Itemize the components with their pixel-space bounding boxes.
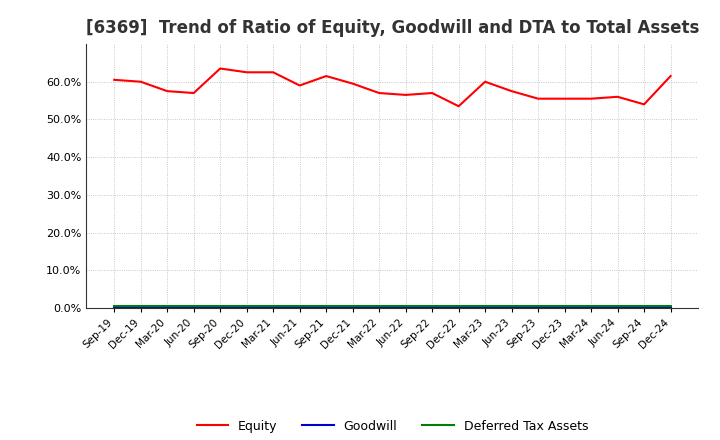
Goodwill: [587, 305, 595, 311]
Goodwill: [375, 305, 384, 311]
Equity: [640, 102, 649, 107]
Deferred Tax Assets: [534, 304, 542, 309]
Goodwill: [640, 305, 649, 311]
Goodwill: [666, 305, 675, 311]
Equity: [269, 70, 277, 75]
Deferred Tax Assets: [508, 304, 516, 309]
Deferred Tax Assets: [110, 304, 119, 309]
Deferred Tax Assets: [666, 304, 675, 309]
Equity: [110, 77, 119, 82]
Equity: [216, 66, 225, 71]
Equity: [348, 81, 357, 86]
Deferred Tax Assets: [348, 304, 357, 309]
Equity: [136, 79, 145, 84]
Goodwill: [243, 305, 251, 311]
Deferred Tax Assets: [243, 304, 251, 309]
Equity: [481, 79, 490, 84]
Equity: [322, 73, 330, 79]
Equity: [375, 90, 384, 95]
Goodwill: [269, 305, 277, 311]
Equity: [428, 90, 436, 95]
Goodwill: [189, 305, 198, 311]
Title: [6369]  Trend of Ratio of Equity, Goodwill and DTA to Total Assets: [6369] Trend of Ratio of Equity, Goodwil…: [86, 19, 699, 37]
Deferred Tax Assets: [428, 304, 436, 309]
Deferred Tax Assets: [560, 304, 569, 309]
Goodwill: [508, 305, 516, 311]
Equity: [587, 96, 595, 101]
Equity: [508, 88, 516, 94]
Equity: [295, 83, 304, 88]
Goodwill: [136, 305, 145, 311]
Equity: [534, 96, 542, 101]
Deferred Tax Assets: [481, 304, 490, 309]
Equity: [163, 88, 171, 94]
Goodwill: [454, 305, 463, 311]
Equity: [243, 70, 251, 75]
Deferred Tax Assets: [269, 304, 277, 309]
Deferred Tax Assets: [322, 304, 330, 309]
Goodwill: [534, 305, 542, 311]
Deferred Tax Assets: [295, 304, 304, 309]
Deferred Tax Assets: [136, 304, 145, 309]
Goodwill: [322, 305, 330, 311]
Deferred Tax Assets: [401, 304, 410, 309]
Line: Equity: Equity: [114, 69, 670, 106]
Goodwill: [401, 305, 410, 311]
Deferred Tax Assets: [640, 304, 649, 309]
Equity: [189, 90, 198, 95]
Goodwill: [216, 305, 225, 311]
Equity: [401, 92, 410, 98]
Equity: [666, 73, 675, 79]
Deferred Tax Assets: [216, 304, 225, 309]
Deferred Tax Assets: [375, 304, 384, 309]
Deferred Tax Assets: [189, 304, 198, 309]
Legend: Equity, Goodwill, Deferred Tax Assets: Equity, Goodwill, Deferred Tax Assets: [192, 414, 593, 437]
Deferred Tax Assets: [613, 304, 622, 309]
Goodwill: [428, 305, 436, 311]
Goodwill: [163, 305, 171, 311]
Deferred Tax Assets: [454, 304, 463, 309]
Goodwill: [348, 305, 357, 311]
Goodwill: [295, 305, 304, 311]
Deferred Tax Assets: [587, 304, 595, 309]
Goodwill: [110, 305, 119, 311]
Goodwill: [481, 305, 490, 311]
Goodwill: [560, 305, 569, 311]
Deferred Tax Assets: [163, 304, 171, 309]
Equity: [560, 96, 569, 101]
Equity: [454, 103, 463, 109]
Goodwill: [613, 305, 622, 311]
Equity: [613, 94, 622, 99]
